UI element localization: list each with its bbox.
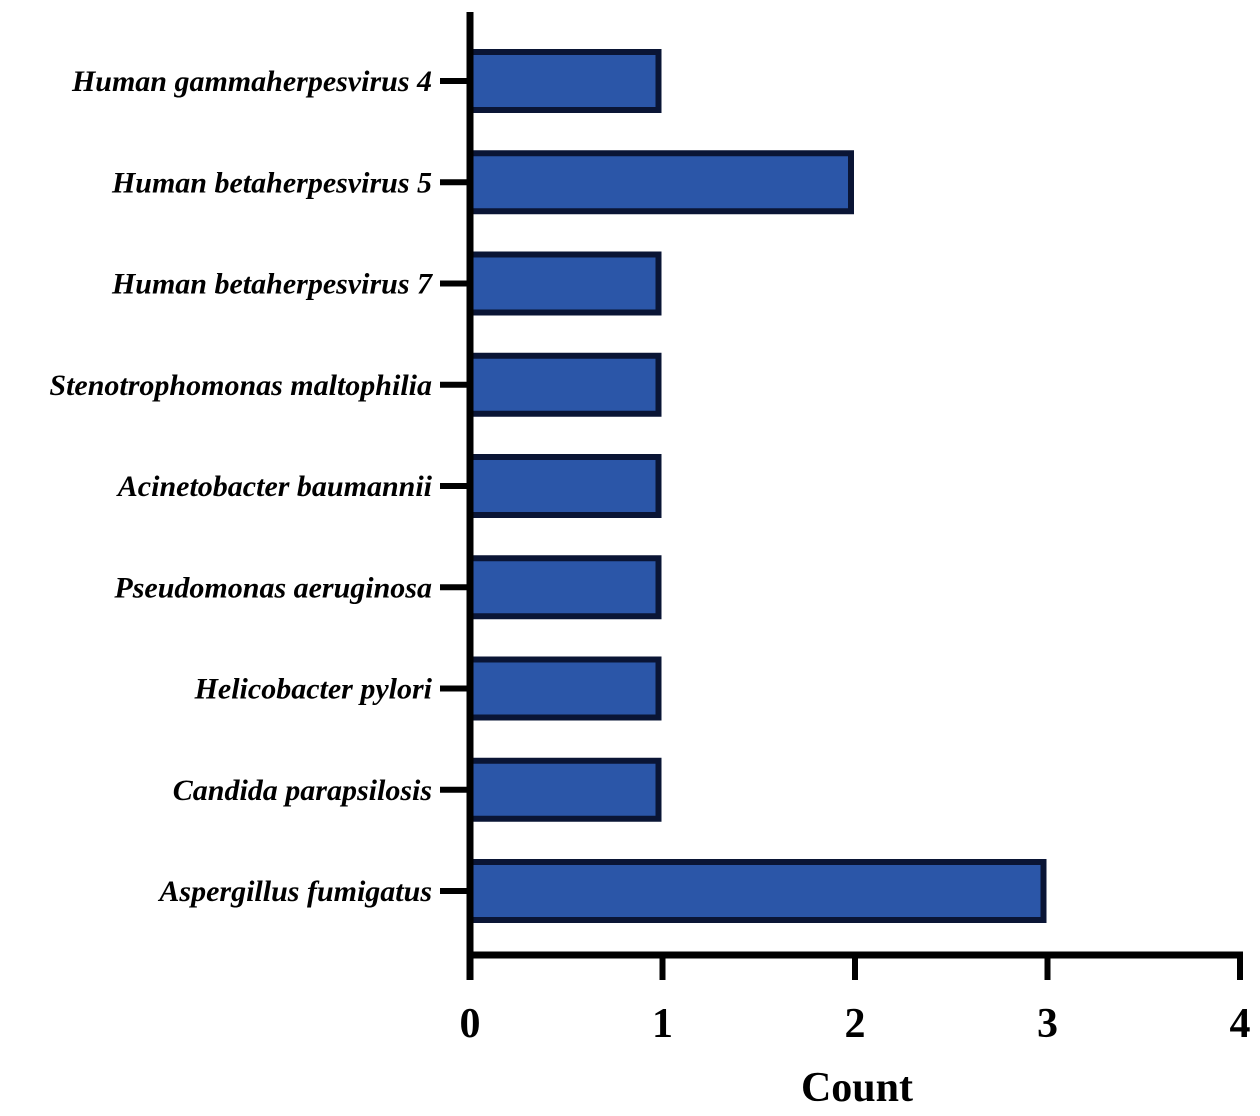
x-tick-labels: 0 1 2 3 4 bbox=[460, 1001, 1251, 1047]
x-tick-label: 0 bbox=[460, 1001, 481, 1047]
category-label: Aspergillus fumigatus bbox=[157, 875, 432, 908]
bar bbox=[467, 454, 662, 518]
bar bbox=[467, 49, 662, 113]
bar bbox=[467, 757, 662, 822]
category-label: Pseudomonas aeruginosa bbox=[113, 571, 432, 604]
bar bbox=[467, 150, 854, 215]
x-tick-label: 4 bbox=[1230, 1001, 1251, 1047]
x-tick-label: 3 bbox=[1037, 1001, 1058, 1047]
bar bbox=[467, 859, 1047, 923]
x-axis-ticks bbox=[467, 955, 1243, 980]
category-label: Human betaherpesvirus 5 bbox=[111, 166, 432, 199]
category-label: Helicobacter pylori bbox=[194, 673, 433, 706]
category-label: Stenotrophomonas maltophilia bbox=[49, 369, 432, 402]
category-label: Acinetobacter baumannii bbox=[116, 470, 433, 503]
y-axis-ticks bbox=[440, 78, 470, 894]
bar bbox=[467, 555, 662, 620]
x-tick-label: 1 bbox=[652, 1001, 673, 1047]
bar bbox=[467, 352, 662, 417]
x-tick-label: 2 bbox=[845, 1001, 866, 1047]
bar bbox=[467, 251, 662, 316]
bars-layer bbox=[467, 49, 1047, 923]
category-labels: Human gammaherpesvirus 4 Human betaherpes… bbox=[49, 65, 433, 908]
category-label: Candida parapsilosis bbox=[173, 774, 432, 807]
category-label: Human gammaherpesvirus 4 bbox=[71, 65, 432, 98]
category-label: Human betaherpesvirus 7 bbox=[111, 268, 433, 301]
bar bbox=[467, 656, 662, 721]
x-axis-title: Count bbox=[801, 1065, 913, 1111]
